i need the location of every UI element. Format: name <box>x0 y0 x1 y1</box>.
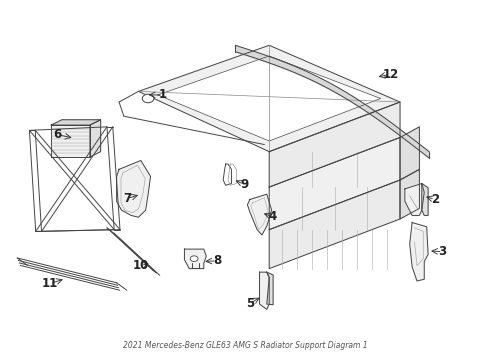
Text: 11: 11 <box>42 277 58 290</box>
Polygon shape <box>184 249 206 269</box>
Text: 6: 6 <box>53 128 61 141</box>
Text: 12: 12 <box>382 68 398 81</box>
Polygon shape <box>269 138 400 230</box>
Text: 3: 3 <box>439 245 447 258</box>
Polygon shape <box>90 120 100 157</box>
Text: 1: 1 <box>159 89 167 102</box>
Polygon shape <box>269 180 400 269</box>
Polygon shape <box>400 127 419 180</box>
Text: 4: 4 <box>268 210 276 223</box>
Text: 9: 9 <box>240 178 248 191</box>
Text: 8: 8 <box>213 254 221 267</box>
Polygon shape <box>269 102 400 187</box>
Polygon shape <box>267 272 273 305</box>
Text: 10: 10 <box>133 259 149 272</box>
Polygon shape <box>422 184 428 215</box>
Polygon shape <box>260 272 269 309</box>
Polygon shape <box>158 56 381 141</box>
Polygon shape <box>51 125 90 157</box>
Text: 2021 Mercedes-Benz GLE63 AMG S Radiator Support Diagram 1: 2021 Mercedes-Benz GLE63 AMG S Radiator … <box>122 341 368 350</box>
Polygon shape <box>410 222 428 281</box>
Polygon shape <box>400 169 419 219</box>
Text: 2: 2 <box>431 193 439 206</box>
Polygon shape <box>247 194 271 235</box>
Circle shape <box>190 256 198 261</box>
Circle shape <box>142 94 154 103</box>
Polygon shape <box>138 45 400 152</box>
Polygon shape <box>405 184 424 215</box>
Text: 7: 7 <box>123 192 132 205</box>
Polygon shape <box>117 161 150 217</box>
Polygon shape <box>51 120 100 125</box>
Text: 5: 5 <box>245 297 254 310</box>
